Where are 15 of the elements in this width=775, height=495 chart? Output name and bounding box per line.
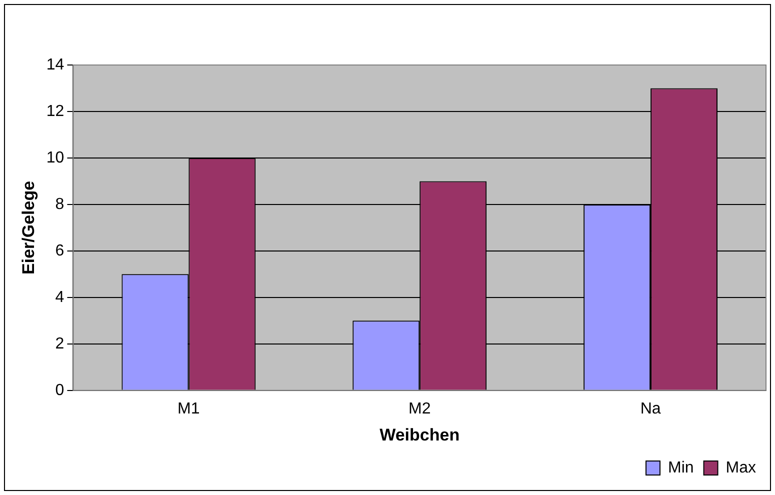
y-tick-label: 6 — [55, 242, 64, 260]
legend-label: Max — [726, 459, 756, 476]
x-tick-label: M2 — [408, 400, 431, 418]
x-axis-title: Weibchen — [380, 425, 460, 444]
y-tick-label: 8 — [55, 196, 64, 213]
y-axis-title: Eier/Gelege — [18, 180, 38, 274]
legend-label: Min — [668, 459, 694, 476]
y-tick-label: 14 — [46, 56, 64, 74]
y-tick-label: 10 — [46, 149, 64, 166]
y-tick-label: 0 — [55, 382, 64, 399]
x-tick-label: Na — [640, 400, 661, 418]
y-tick-label: 2 — [55, 335, 64, 352]
y-tick-label: 4 — [55, 288, 64, 306]
y-tick-label: 12 — [46, 102, 64, 120]
x-tick-label: M1 — [178, 400, 200, 418]
